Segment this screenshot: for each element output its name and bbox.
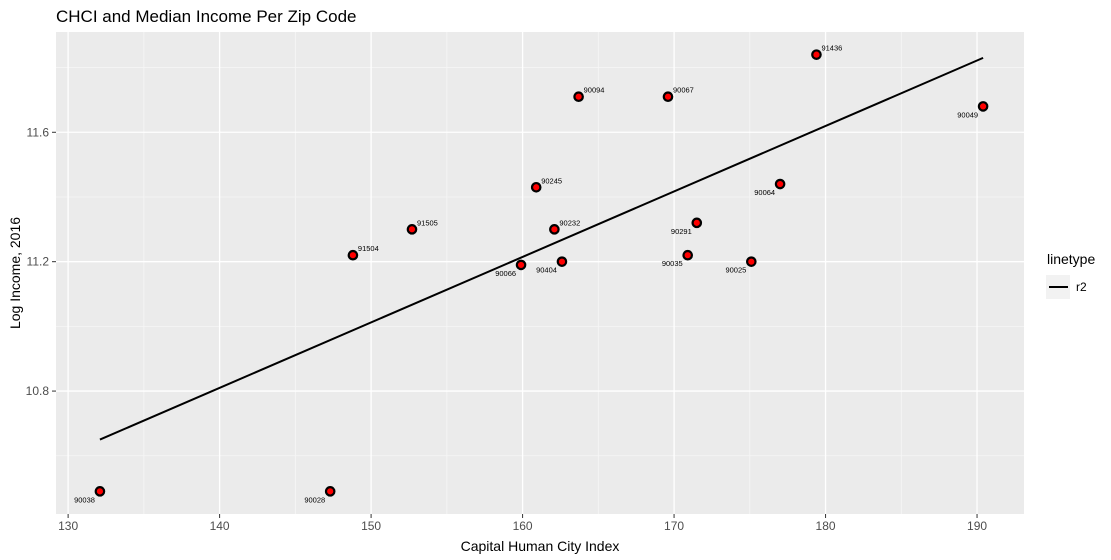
x-tick-label: 130 — [58, 519, 78, 533]
legend: linetype r2 — [1046, 251, 1095, 299]
point-label: 91436 — [821, 44, 842, 53]
y-tick-label: 11.2 — [27, 255, 50, 269]
chart-title: CHCI and Median Income Per Zip Code — [56, 7, 356, 26]
x-tick-label: 140 — [210, 519, 230, 533]
y-tick-label: 10.8 — [26, 384, 50, 398]
fit-line-r2 — [99, 56, 984, 441]
plot-panel — [56, 32, 1024, 514]
y-tick-label: 11.6 — [27, 125, 50, 139]
data-point — [682, 249, 693, 261]
point-label: 90028 — [304, 495, 325, 504]
y-axis-ticks: 10.8 11.2 11.6 — [26, 125, 56, 398]
point-labels-layer: 90038 90028 91504 91505 90066 90245 90232 90404… — [74, 44, 978, 505]
x-tick-label: 150 — [361, 519, 381, 533]
data-point — [556, 256, 568, 267]
data-point — [691, 217, 703, 229]
point-label: 90094 — [584, 86, 605, 95]
point-label: 90049 — [957, 110, 978, 119]
data-point — [549, 224, 560, 235]
data-point — [774, 178, 786, 190]
data-point — [662, 91, 674, 102]
x-tick-label: 160 — [513, 519, 533, 533]
data-point — [530, 181, 542, 193]
data-point — [573, 91, 584, 102]
point-label: 90067 — [673, 86, 694, 95]
point-label: 90232 — [559, 218, 580, 227]
legend-label-r2: r2 — [1076, 280, 1087, 294]
point-label: 90066 — [495, 269, 516, 278]
points-layer — [94, 49, 989, 497]
data-point — [746, 256, 757, 267]
point-label: 90064 — [754, 188, 775, 197]
data-point — [94, 486, 106, 497]
data-point — [811, 49, 822, 60]
fit-line-layer — [99, 56, 984, 441]
data-point — [406, 224, 418, 235]
data-point — [977, 101, 989, 112]
data-point — [324, 486, 336, 497]
x-tick-label: 180 — [816, 519, 836, 533]
grid-major — [56, 32, 1024, 514]
y-axis-title: Log Income, 2016 — [7, 217, 23, 329]
grid-minor — [56, 32, 1024, 514]
point-label: 90025 — [725, 266, 746, 275]
point-label: 90245 — [541, 176, 562, 185]
point-label: 90404 — [536, 266, 557, 275]
data-point — [347, 249, 359, 261]
data-point — [515, 259, 527, 271]
x-tick-label: 190 — [967, 519, 987, 533]
point-label: 91505 — [417, 218, 438, 227]
x-axis-ticks: 130 140 150 160 170 180 190 — [58, 514, 987, 533]
point-label: 90035 — [662, 259, 683, 268]
legend-title: linetype — [1047, 251, 1095, 267]
x-tick-label: 170 — [664, 519, 684, 533]
point-label: 91504 — [358, 244, 379, 253]
x-axis-title: Capital Human City Index — [461, 538, 620, 554]
point-label: 90291 — [671, 227, 692, 236]
point-label: 90038 — [74, 495, 95, 504]
